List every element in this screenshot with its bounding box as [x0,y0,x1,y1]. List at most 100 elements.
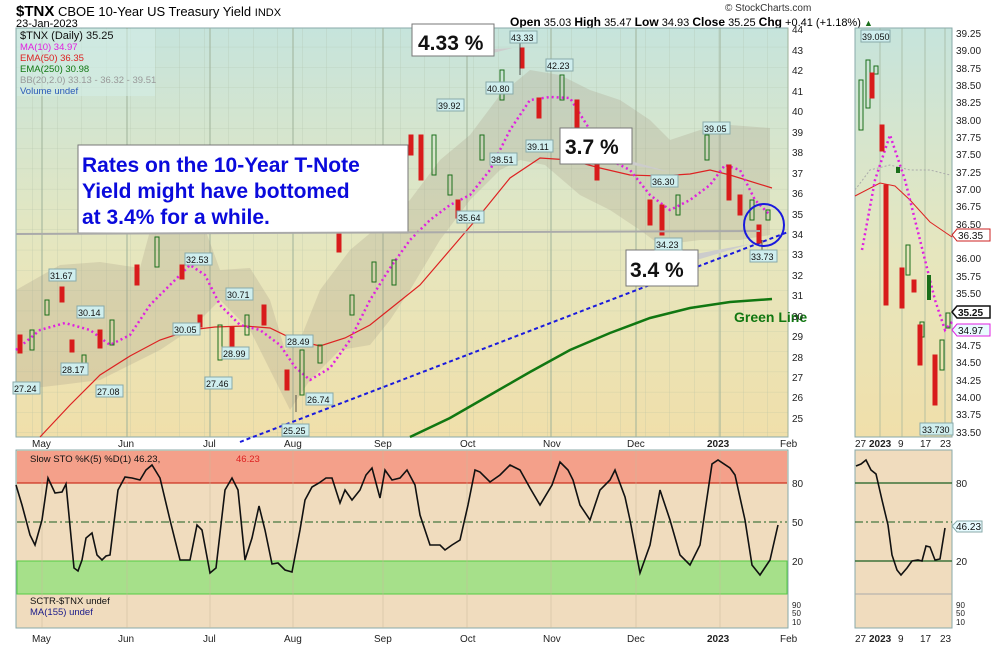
svg-text:26: 26 [792,393,804,404]
svg-text:Aug: Aug [284,634,302,645]
ohlc-bar: Open 35.03 High 35.47 Low 34.93 Close 35… [510,15,873,29]
svg-text:35.25: 35.25 [958,308,983,319]
svg-text:34.97: 34.97 [958,326,983,337]
security-name: CBOE 10-Year US Treasury Yield [57,4,252,19]
high-value: 35.47 [604,17,632,29]
chg-label: Chg [758,15,782,29]
open-value: 35.03 [543,17,572,29]
svg-text:34.23: 34.23 [656,240,679,250]
svg-text:34.00: 34.00 [956,393,981,404]
svg-text:37.75: 37.75 [956,133,981,144]
svg-text:Oct: Oct [460,634,476,645]
svg-text:2023: 2023 [869,634,892,645]
svg-text:MA(10) 34.97: MA(10) 34.97 [20,42,78,53]
svg-text:30: 30 [792,312,804,323]
svg-text:20: 20 [956,557,968,568]
svg-text:42: 42 [792,66,804,77]
zoom-x-axis-bottom: 27 2023 9 17 23 [855,634,952,645]
copyright: © StockCharts.com [725,3,812,14]
zoom-high-label: 39.050 [862,32,890,42]
low-label: Low [634,15,659,29]
svg-text:Rates on the 10-Year T-Note: Rates on the 10-Year T-Note [82,154,360,177]
svg-text:Sep: Sep [374,634,392,645]
svg-text:27.46: 27.46 [206,379,229,389]
highlight-circle [743,203,785,247]
svg-text:50: 50 [792,609,801,618]
svg-text:Oct: Oct [460,439,476,450]
svg-text:35.50: 35.50 [956,289,981,300]
svg-text:33.75: 33.75 [956,410,981,421]
svg-text:33: 33 [792,250,804,261]
svg-text:39.00: 39.00 [956,46,981,57]
svg-text:32: 32 [792,271,804,282]
svg-text:Feb: Feb [780,634,798,645]
green-line-label: Green Line [734,309,807,325]
svg-text:38.75: 38.75 [956,64,981,75]
mid-callout: 3.7 % [559,127,670,172]
price-panel: Rates on the 10-Year T-Note Yield might … [12,23,807,450]
svg-text:Jun: Jun [118,634,134,645]
x-axis-bottom: May Jun Jul Aug Sep Oct Nov Dec 2023 Feb [32,634,798,645]
zoom-low-label: 33.730 [922,425,950,435]
low-value: 34.93 [661,17,690,29]
svg-text:80: 80 [956,479,968,490]
svg-text:37.50: 37.50 [956,150,981,161]
svg-text:20: 20 [792,557,804,568]
close-label: Close [692,15,725,29]
svg-text:23: 23 [940,439,952,450]
svg-text:Feb: Feb [780,439,798,450]
svg-text:38.50: 38.50 [956,81,981,92]
svg-text:36.50: 36.50 [956,220,981,231]
svg-text:38.25: 38.25 [956,98,981,109]
up-arrow-icon: ▲ [863,18,873,28]
svg-text:31: 31 [792,291,804,302]
svg-text:34.50: 34.50 [956,358,981,369]
svg-text:Sep: Sep [374,439,392,450]
price-labels: 27.24 31.67 28.17 30.14 27.08 32.53 30.0… [12,30,778,437]
svg-text:46.23: 46.23 [236,454,260,465]
svg-text:May: May [32,439,51,450]
svg-text:39.11: 39.11 [527,142,549,152]
svg-text:39: 39 [792,128,804,139]
symbol: $TNX [16,3,55,20]
svg-text:39.05: 39.05 [704,124,727,134]
svg-text:34: 34 [792,230,804,241]
svg-text:27: 27 [855,439,867,450]
svg-text:28.17: 28.17 [62,365,85,375]
svg-text:40: 40 [792,107,804,118]
svg-text:10: 10 [792,618,801,627]
svg-text:3.4 %: 3.4 % [630,259,684,282]
svg-text:35.64: 35.64 [458,213,481,223]
svg-text:25.25: 25.25 [283,426,306,436]
svg-text:37.00: 37.00 [956,185,981,196]
svg-text:44: 44 [792,25,804,36]
sto-line [15,459,779,577]
ma10-line [15,95,771,382]
svg-text:27: 27 [855,634,867,645]
svg-text:$TNX (Daily) 35.25: $TNX (Daily) 35.25 [20,30,114,42]
svg-text:30.71: 30.71 [227,290,250,300]
svg-text:50: 50 [956,609,965,618]
svg-text:36.75: 36.75 [956,202,981,213]
svg-text:10: 10 [956,618,965,627]
svg-text:39.92: 39.92 [438,101,461,111]
svg-text:Dec: Dec [627,634,645,645]
chart-title: $TNX CBOE 10-Year US Treasury Yield INDX [16,3,281,20]
svg-text:37: 37 [792,169,804,180]
svg-text:28: 28 [792,353,804,364]
low-callout: 3.4 % [625,244,750,287]
x-axis-top: May Jun Jul Aug Sep Oct Nov Dec 2023 Feb [32,439,798,450]
open-label: Open [510,15,541,29]
svg-text:BB(20,2.0) 33.13 - 36.32 - 39.: BB(20,2.0) 33.13 - 36.32 - 39.51 [20,75,156,86]
svg-text:37.25: 37.25 [956,168,981,179]
svg-text:34.75: 34.75 [956,341,981,352]
svg-text:at 3.4% for a while.: at 3.4% for a while. [82,206,270,229]
svg-text:Dec: Dec [627,439,645,450]
annotation-note: Rates on the 10-Year T-Note Yield might … [77,144,409,234]
svg-text:38.51: 38.51 [491,155,514,165]
svg-text:33.50: 33.50 [956,428,981,439]
svg-text:35: 35 [792,210,804,221]
svg-text:EMA(250) 30.98: EMA(250) 30.98 [20,64,89,75]
chart-date: 23-Jan-2023 [16,18,78,30]
